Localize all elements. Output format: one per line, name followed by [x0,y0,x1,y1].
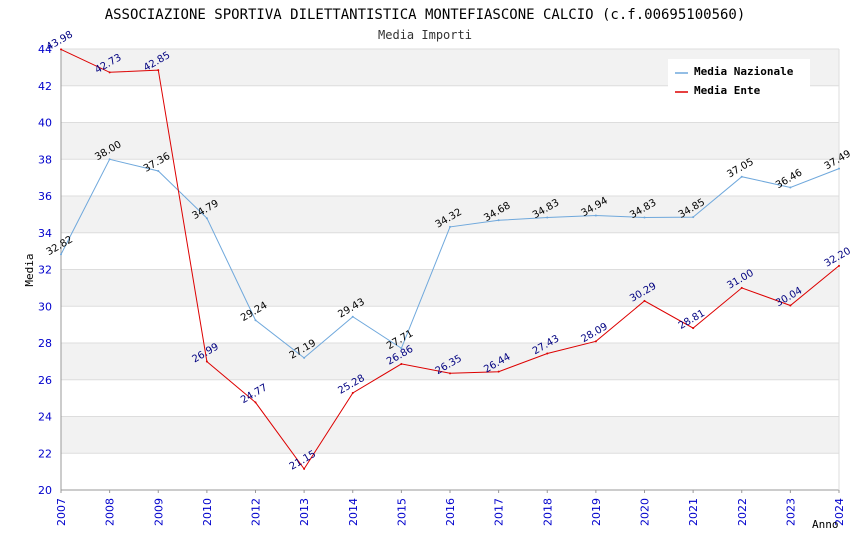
data-point [254,319,257,322]
data-point [497,219,500,222]
x-tick-label: 2013 [298,498,311,526]
x-tick-label: 2023 [784,498,797,526]
data-point [157,69,160,72]
data-point [692,216,695,219]
y-tick-label: 28 [38,337,52,350]
gridlines [61,48,839,491]
x-tick-label: 2008 [104,498,117,526]
y-axis-label: Media [23,253,36,286]
legend-box [668,59,810,100]
data-point [643,216,646,219]
data-point [205,360,208,363]
data-point [157,170,160,173]
y-tick-label: 24 [38,411,52,424]
series-lines [60,48,840,470]
x-tick-label: 2014 [347,498,360,526]
data-point [546,216,549,219]
data-point [108,158,111,161]
data-point [303,467,306,470]
data-point [351,391,354,394]
data-point [108,71,111,74]
data-point [546,352,549,355]
x-tick-label: 2015 [395,498,408,526]
y-tick-label: 20 [38,484,52,497]
data-point [400,362,403,365]
x-tick-label: 2016 [444,498,457,526]
data-point [400,347,403,350]
data-point [594,340,597,343]
x-tick-label: 2021 [687,498,700,526]
x-tick-label: 2019 [590,498,603,526]
y-tick-label: 40 [38,117,52,130]
y-tick-label: 30 [38,300,52,313]
x-tick-label: 2017 [493,498,506,526]
y-tick-label: 26 [38,374,52,387]
grid-band [61,122,839,160]
x-tick-label: 2018 [541,498,554,526]
data-point [789,186,792,189]
y-tick-label: 38 [38,153,52,166]
y-tick-label: 32 [38,264,52,277]
data-point [838,167,840,170]
data-label: 24.77 [239,382,269,406]
x-tick-labels: 2007 2008 2009 2010 2012 2013 2014 2015 2016 2017… [55,498,846,526]
y-tick-label: 42 [38,80,52,93]
chart-subtitle: Media Importi [378,28,472,42]
y-tick-label: 34 [38,227,52,240]
data-point [449,225,451,228]
grid-band [61,269,839,307]
x-tick-label: 2020 [639,498,652,526]
data-point [497,370,500,373]
data-label: 28.81 [677,308,707,332]
data-point [60,48,62,51]
data-point [60,253,62,256]
x-tick-label: 2024 [833,498,846,526]
data-label: 37.05 [725,157,755,181]
legend: Media Nazionale Media Ente [668,59,810,100]
x-tick-label: 2010 [201,498,214,526]
x-axis-label: Anno [812,518,839,531]
legend-label-media-ente: Media Ente [694,84,761,97]
data-point [594,214,597,217]
y-tick-label: 22 [38,447,52,460]
legend-label-media-nazionale: Media Nazionale [694,65,794,78]
data-point [254,401,257,404]
axes [60,49,840,493]
y-tick-label: 36 [38,190,52,203]
data-point [643,299,646,302]
data-point [740,175,743,178]
x-tick-label: 2022 [736,498,749,526]
data-point [205,217,208,220]
chart-title: ASSOCIAZIONE SPORTIVA DILETTANTISTICA MO… [105,7,746,23]
grid-bands [61,49,839,454]
data-point [740,286,743,289]
x-tick-label: 2009 [152,498,165,526]
data-point [303,356,306,359]
y-tick-label: 44 [38,43,52,56]
data-label: 32.20 [823,246,850,270]
y-tick-labels: 20 22 24 26 28 30 32 34 36 38 40 42 44 [38,43,52,497]
data-point [692,327,695,330]
grid-band [61,416,839,454]
data-point [351,315,354,318]
data-point [838,264,840,267]
x-tick-label: 2007 [55,498,68,526]
data-point [789,304,792,307]
x-tick-label: 2012 [250,498,263,526]
data-point [449,372,451,375]
series-line-media-ente [60,48,840,470]
